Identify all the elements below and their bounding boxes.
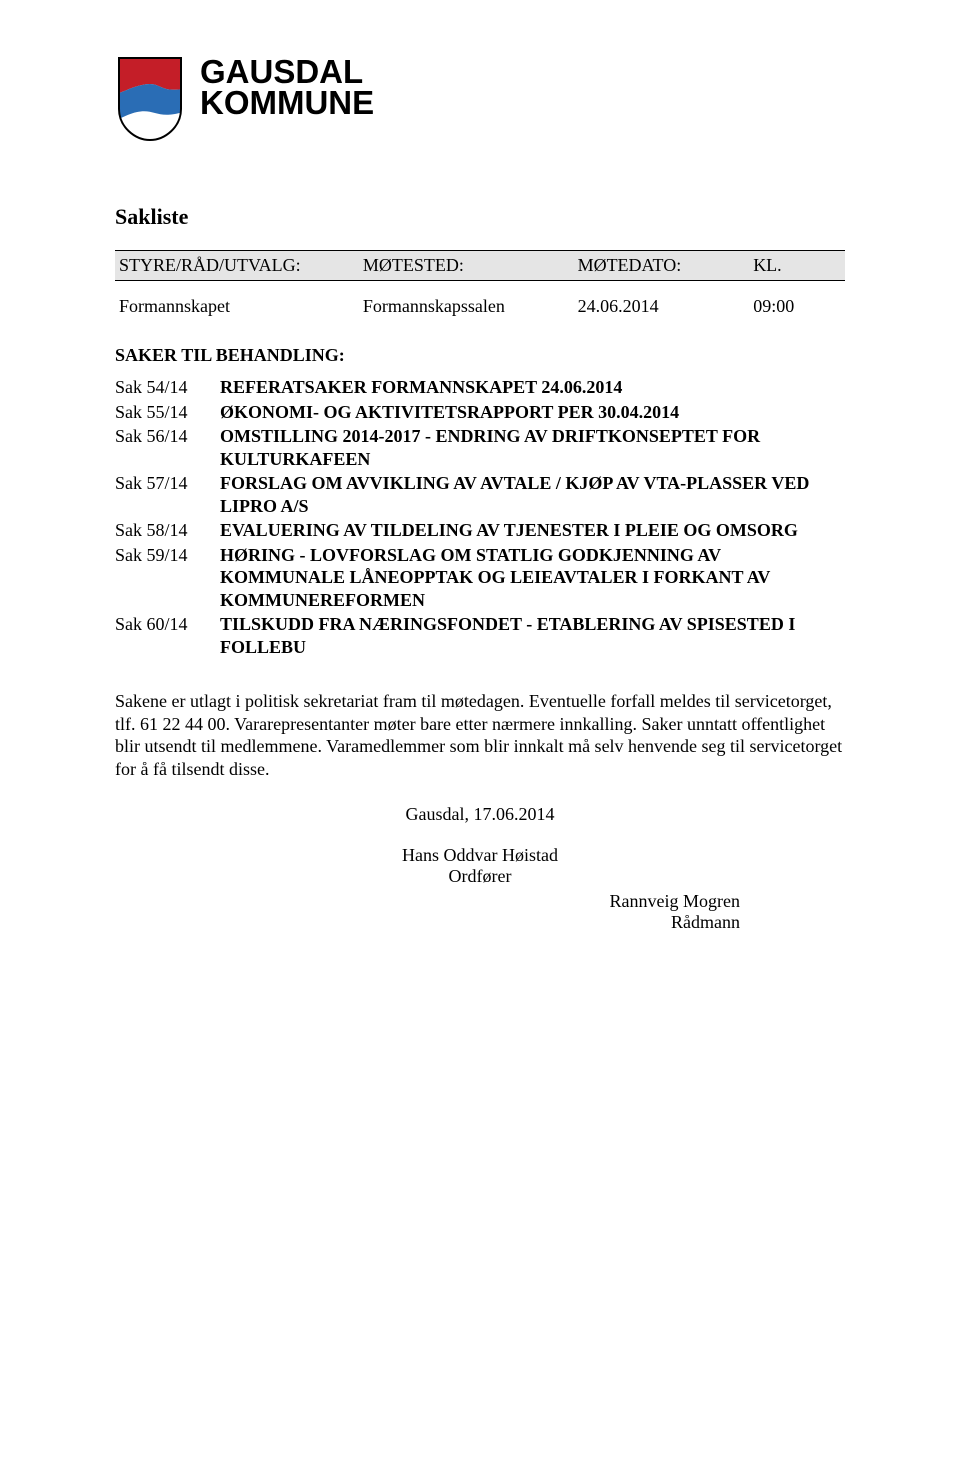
case-text: HØRING - LOVFORSLAG OM STATLIG GODKJENNI… (220, 544, 845, 614)
case-row: Sak 55/14 ØKONOMI- OG AKTIVITETSRAPPORT … (115, 401, 845, 426)
signature-date: Gausdal, 17.06.2014 (115, 804, 845, 825)
case-row: Sak 59/14 HØRING - LOVFORSLAG OM STATLIG… (115, 544, 845, 614)
case-row: Sak 54/14 REFERATSAKER FORMANNSKAPET 24.… (115, 376, 845, 401)
document-header: GAUSDAL KOMMUNE (115, 54, 845, 144)
case-row: Sak 57/14 FORSLAG OM AVVIKLING AV AVTALE… (115, 472, 845, 519)
signatory-1-name: Hans Oddvar Høistad (115, 845, 845, 866)
case-text: ØKONOMI- OG AKTIVITETSRAPPORT PER 30.04.… (220, 401, 845, 426)
time-value: 09:00 (753, 296, 841, 317)
organ-value: Formannskapet (119, 296, 363, 317)
case-list: Sak 54/14 REFERATSAKER FORMANNSKAPET 24.… (115, 376, 845, 660)
shield-logo (115, 54, 185, 144)
case-row: Sak 58/14 EVALUERING AV TILDELING AV TJE… (115, 519, 845, 544)
case-text: REFERATSAKER FORMANNSKAPET 24.06.2014 (220, 376, 845, 401)
case-text: EVALUERING AV TILDELING AV TJENESTER I P… (220, 519, 845, 544)
signatory-2-title: Rådmann (115, 912, 740, 933)
signatory-1-title: Ordfører (115, 866, 845, 887)
col-header-time: KL. (753, 255, 841, 276)
signatory-2: Rannveig Mogren Rådmann (115, 891, 845, 933)
col-header-date: MØTEDATO: (578, 255, 754, 276)
case-row: Sak 56/14 OMSTILLING 2014-2017 - ENDRING… (115, 425, 845, 472)
brand-name: GAUSDAL KOMMUNE (200, 54, 374, 119)
meeting-header-row: STYRE/RÅD/UTVALG: MØTESTED: MØTEDATO: KL… (115, 250, 845, 281)
col-header-organ: STYRE/RÅD/UTVALG: (119, 255, 363, 276)
case-text: FORSLAG OM AVVIKLING AV AVTALE / KJØP AV… (220, 472, 845, 519)
case-id: Sak 56/14 (115, 425, 220, 447)
case-id: Sak 57/14 (115, 472, 220, 494)
signatory-2-name: Rannveig Mogren (115, 891, 740, 912)
brand-line2: KOMMUNE (200, 87, 374, 118)
case-id: Sak 59/14 (115, 544, 220, 566)
signature-block: Gausdal, 17.06.2014 Hans Oddvar Høistad … (115, 804, 845, 933)
case-id: Sak 54/14 (115, 376, 220, 398)
case-id: Sak 58/14 (115, 519, 220, 541)
case-id: Sak 55/14 (115, 401, 220, 423)
case-text: TILSKUDD FRA NÆRINGSFONDET - ETABLERING … (220, 613, 845, 660)
section-subtitle: SAKER TIL BEHANDLING: (115, 345, 845, 366)
date-value: 24.06.2014 (578, 296, 754, 317)
brand-line1: GAUSDAL (200, 56, 374, 87)
footer-paragraph: Sakene er utlagt i politisk sekretariat … (115, 690, 845, 780)
page-title: Sakliste (115, 204, 845, 230)
case-row: Sak 60/14 TILSKUDD FRA NÆRINGSFONDET - E… (115, 613, 845, 660)
meeting-data-row: Formannskapet Formannskapssalen 24.06.20… (115, 291, 845, 345)
case-text: OMSTILLING 2014-2017 - ENDRING AV DRIFTK… (220, 425, 845, 472)
col-header-place: MØTESTED: (363, 255, 578, 276)
place-value: Formannskapssalen (363, 296, 578, 317)
case-id: Sak 60/14 (115, 613, 220, 635)
